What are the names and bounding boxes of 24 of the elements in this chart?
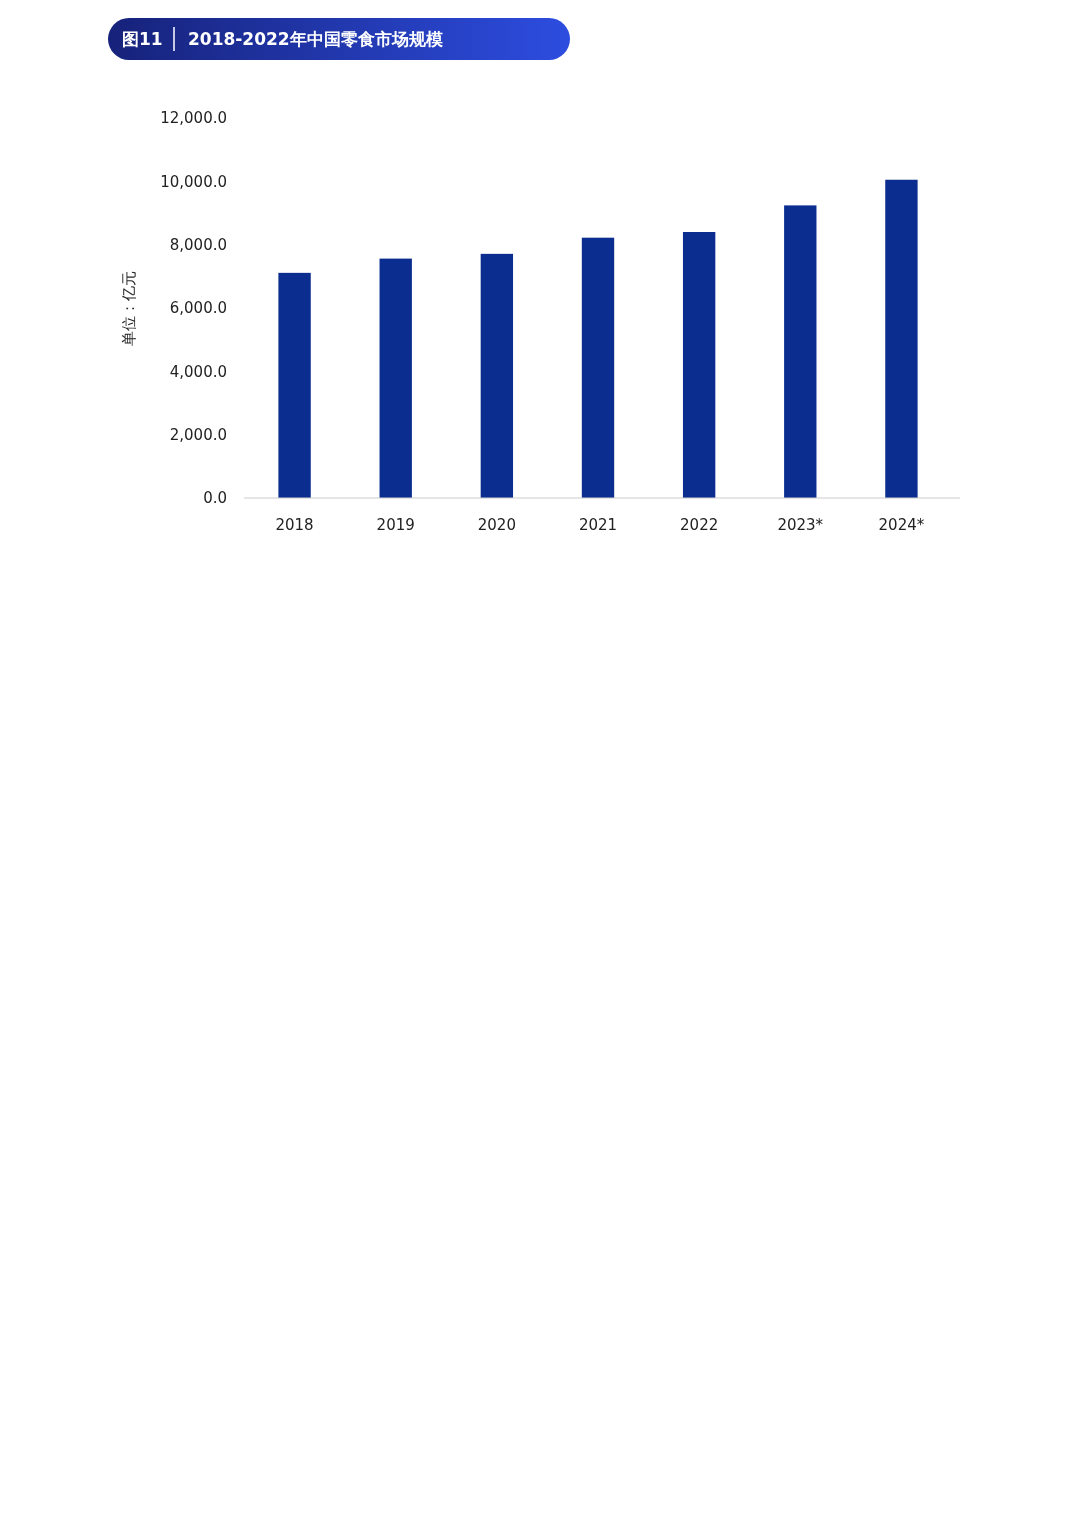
y-tick-label: 0.0 <box>203 489 227 508</box>
x-tick-label: 2021 <box>578 516 618 534</box>
bar <box>581 237 615 498</box>
chart-title: 2018-2022年中国零食市场规模 <box>188 29 443 49</box>
y-tick-label: 4,000.0 <box>169 362 227 381</box>
caption: 图11 <box>122 29 163 49</box>
y-tick-label: 8,000.0 <box>169 235 227 254</box>
y-tick-label: 10,000.0 <box>160 172 227 191</box>
bar <box>682 232 716 498</box>
x-tick-label: 2018 <box>275 516 314 534</box>
x-tick-label: 2019 <box>376 516 415 534</box>
bar <box>885 179 918 498</box>
y-axis-title: 单位：亿元 <box>120 270 138 346</box>
bar <box>784 205 817 498</box>
x-tick-label: 2023* <box>777 516 824 534</box>
y-tick-label: 12,000.0 <box>160 109 227 128</box>
bar <box>379 258 412 498</box>
bar <box>480 253 514 498</box>
x-tick-label: 2020 <box>477 516 516 534</box>
y-tick-label: 2,000.0 <box>169 425 227 444</box>
y-tick-label: 6,000.0 <box>169 299 227 318</box>
x-tick-label: 2022 <box>680 516 719 534</box>
x-tick-label: 2024* <box>878 516 925 534</box>
bar <box>278 272 311 498</box>
